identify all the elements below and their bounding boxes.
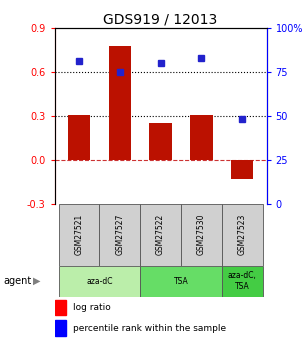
Text: TSA: TSA xyxy=(174,277,188,286)
Bar xyxy=(108,46,131,159)
Bar xyxy=(58,204,99,266)
Text: agent: agent xyxy=(3,276,31,286)
Text: GSM27522: GSM27522 xyxy=(156,214,165,255)
Bar xyxy=(181,204,222,266)
Text: GSM27527: GSM27527 xyxy=(115,214,124,255)
Bar xyxy=(55,299,66,315)
Title: GDS919 / 12013: GDS919 / 12013 xyxy=(103,12,218,27)
Text: GSM27530: GSM27530 xyxy=(197,214,206,255)
Bar xyxy=(55,320,66,336)
Bar xyxy=(58,266,140,297)
Bar xyxy=(99,204,140,266)
Bar xyxy=(140,204,181,266)
Text: percentile rank within the sample: percentile rank within the sample xyxy=(73,324,226,333)
Text: ▶: ▶ xyxy=(33,276,41,286)
Text: aza-dC: aza-dC xyxy=(86,277,113,286)
Bar xyxy=(149,123,172,159)
Bar xyxy=(222,204,263,266)
Bar xyxy=(140,266,222,297)
Text: GSM27523: GSM27523 xyxy=(238,214,247,255)
Bar xyxy=(231,159,253,179)
Bar xyxy=(222,266,263,297)
Text: log ratio: log ratio xyxy=(73,303,110,312)
Bar xyxy=(68,115,90,159)
Text: GSM27521: GSM27521 xyxy=(75,214,84,255)
Text: aza-dC,
TSA: aza-dC, TSA xyxy=(228,272,257,291)
Bar xyxy=(190,115,213,159)
